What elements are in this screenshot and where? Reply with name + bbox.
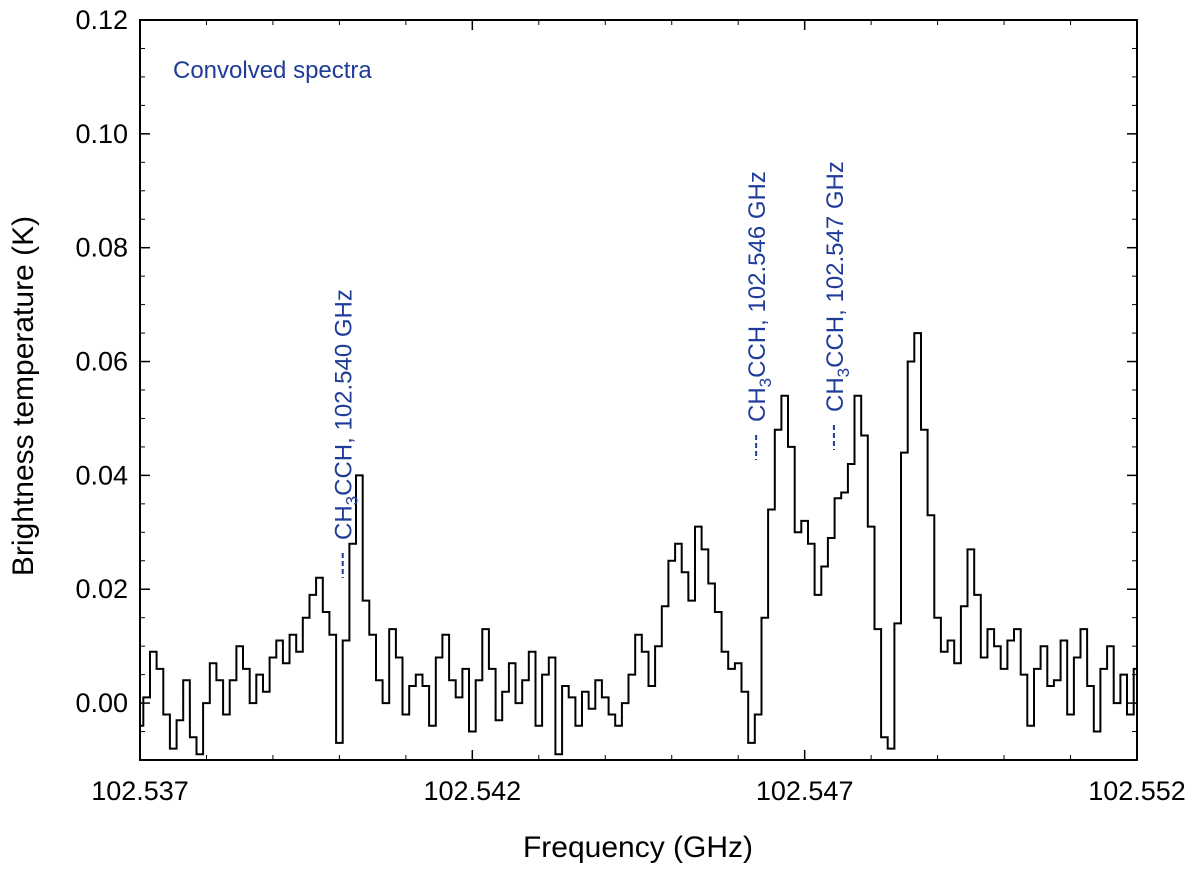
y-tick-label: 0.08 (75, 233, 128, 263)
annotation-label-main: CH (331, 505, 358, 540)
axes: 0.00 0.02 0.04 0.06 0.08 0.10 0.12 102.537 102.5… (75, 5, 1185, 806)
annotation-label-rest: CCH, 102.546 GHz (744, 171, 771, 378)
y-tick-label: 0.10 (75, 119, 128, 149)
spectrum-line-0 (140, 332, 1137, 756)
annotation-label-main: CH (822, 377, 849, 412)
panel-label: Convolved spectra (173, 57, 372, 84)
x-tick-label: 102.552 (1088, 776, 1186, 806)
annotation-label-subscript: 3 (343, 496, 362, 505)
y-axis-title: Brightness temperature (K) (7, 216, 40, 576)
x-tick-label: 102.537 (91, 776, 189, 806)
annotation-label: CH3CCH, 102.540 GHz (331, 289, 362, 540)
annotation-label: CH3CCH, 102.547 GHz (822, 161, 853, 412)
annotation-label-subscript: 3 (756, 378, 775, 387)
annotation-label: CH3CCH, 102.546 GHz (744, 171, 775, 422)
y-tick-label: 0.06 (75, 347, 128, 377)
x-axis-title: Frequency (GHz) (523, 831, 753, 864)
annotation-label-subscript: 3 (834, 368, 853, 377)
x-tick-label: 102.547 (756, 776, 854, 806)
y-tick-label: 0.02 (75, 574, 128, 604)
annotation-label-rest: CCH, 102.540 GHz (331, 289, 358, 496)
y-tick-label: 0.00 (75, 688, 128, 718)
x-tick-label: 102.542 (424, 776, 522, 806)
annotation-label-rest: CCH, 102.547 GHz (822, 161, 849, 368)
plot-area (140, 332, 1137, 756)
y-tick-label: 0.04 (75, 460, 128, 490)
annotation-label-main: CH (744, 387, 771, 422)
line-annotations: CH3CCH, 102.540 GHz CH3CCH, 102.546 GHzCH… (331, 161, 853, 578)
y-tick-label: 0.12 (75, 5, 128, 35)
